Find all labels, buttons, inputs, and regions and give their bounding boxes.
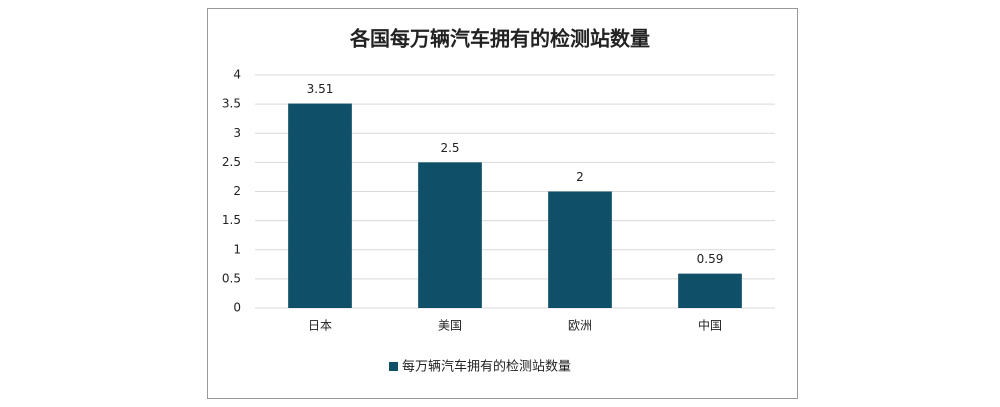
- y-tick-label: 2: [233, 184, 241, 198]
- y-tick-label: 0: [233, 301, 241, 315]
- bar: [548, 191, 612, 308]
- chart-title: 各国每万辆汽车拥有的检测站数量: [349, 27, 650, 51]
- y-tick-label: 3: [233, 126, 241, 140]
- y-tick-label: 0.5: [222, 271, 241, 285]
- x-tick-label: 欧洲: [568, 319, 592, 333]
- bar: [288, 103, 352, 308]
- data-label: 2: [576, 170, 584, 184]
- y-tick-label: 2.5: [222, 155, 241, 169]
- data-label: 2.5: [440, 141, 459, 155]
- x-tick-label: 中国: [698, 318, 722, 333]
- y-tick-label: 1.5: [222, 213, 241, 227]
- y-tick-label: 3.5: [222, 97, 241, 111]
- bar: [418, 162, 482, 308]
- legend-label: 每万辆汽车拥有的检测站数量: [402, 359, 571, 375]
- data-label: 0.59: [697, 252, 724, 266]
- bar: [678, 273, 742, 308]
- x-tick-label: 日本: [308, 319, 332, 333]
- x-tick-label: 美国: [438, 319, 462, 333]
- y-tick-label: 4: [233, 68, 241, 82]
- data-label: 3.51: [307, 82, 334, 96]
- y-tick-label: 1: [233, 242, 241, 256]
- legend-swatch: [389, 362, 398, 371]
